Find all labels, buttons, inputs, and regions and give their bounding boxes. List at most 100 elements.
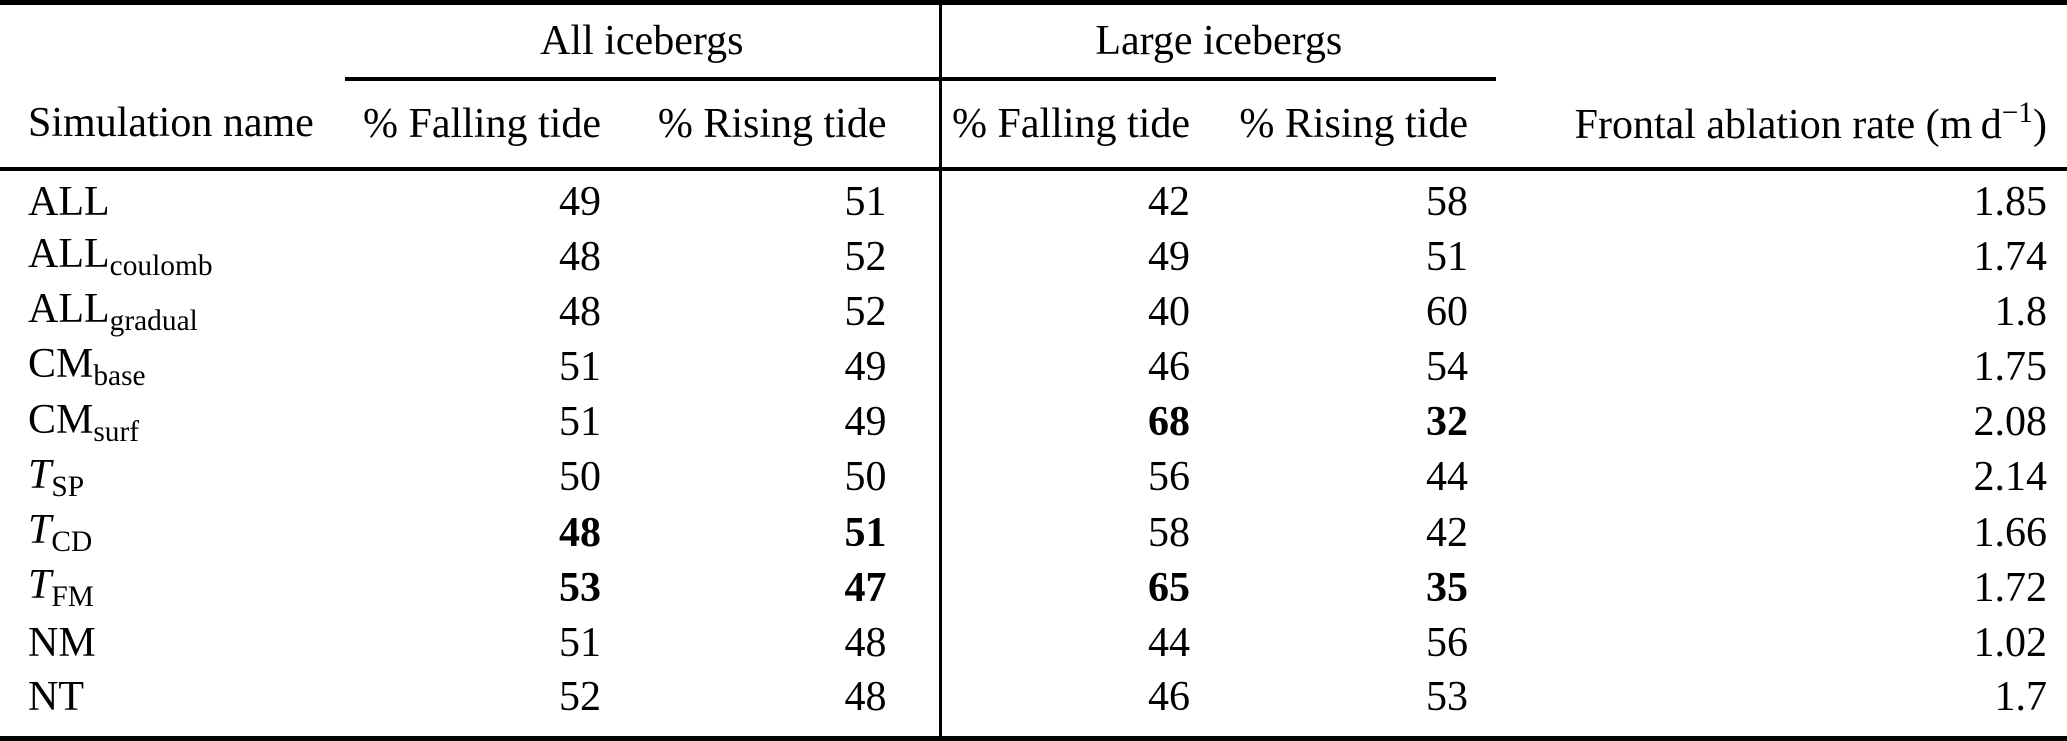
- all-falling-tide-cell: 51: [559, 399, 601, 446]
- simulation-name-cell: ALL: [0, 169, 345, 229]
- large-rising-tide-cell: 58: [1426, 179, 1468, 225]
- frontal-ablation-rate-cell: 2.08: [1973, 399, 2048, 446]
- frontal-ablation-rate-cell: 1.02: [1973, 619, 2048, 666]
- all-rising-tide-cell: 51: [844, 179, 887, 225]
- column-header-large-rising-tide: % Rising tide: [1210, 79, 1496, 171]
- frontal-ablation-rate-cell: 1.66: [1973, 509, 2048, 556]
- frontal-ablation-rate-cell: 1.75: [1973, 344, 2048, 391]
- all-falling-tide-cell: 48: [559, 509, 601, 556]
- simulation-name-cell: ALLgradual: [0, 284, 345, 339]
- table-row: TSP 50 50 56 44 2.14: [0, 449, 2067, 506]
- large-falling-tide-cell: 40: [938, 284, 1210, 340]
- frontal-ablation-header-exponent: −1: [2001, 96, 2033, 129]
- all-rising-tide-cell: 50: [844, 454, 887, 501]
- all-rising-tide-cell: 47: [844, 564, 887, 611]
- table-header: All icebergs Large icebergs Simulation n…: [0, 2, 2067, 171]
- simulation-name-base: ALL: [28, 286, 110, 333]
- large-rising-tide-cell: 32: [1426, 399, 1468, 446]
- frontal-ablation-rate-cell: 1.8: [1994, 288, 2048, 335]
- group-header-all-icebergs: All icebergs: [345, 2, 940, 81]
- column-header-simulation-name: Simulation name: [0, 79, 345, 171]
- table-body: ALL 49 51 42 58 1.85 ALLcoulomb 48 52 49 51 1.74 ALL…: [0, 169, 2067, 739]
- simulation-name-base: ALL: [28, 179, 110, 225]
- large-falling-tide-cell: 42: [938, 169, 1210, 229]
- frontal-ablation-header-suffix: ): [2033, 102, 2047, 149]
- table-row: ALLcoulomb 48 52 49 51 1.74: [0, 229, 2067, 285]
- large-rising-tide-cell: 51: [1426, 233, 1468, 280]
- all-falling-tide-cell: 48: [559, 233, 601, 280]
- simulation-name-base: T: [28, 562, 52, 609]
- group-header-large-icebergs: Large icebergs: [938, 2, 1496, 81]
- simulation-name-base: T: [28, 451, 52, 498]
- simulation-name-cell: NT: [0, 670, 345, 739]
- frontal-ablation-rate-cell: 1.7: [1994, 673, 2048, 720]
- frontal-ablation-rate-cell: 2.14: [1973, 454, 2048, 501]
- large-falling-tide-cell: 44: [938, 615, 1210, 670]
- large-falling-tide-cell: 56: [938, 449, 1210, 506]
- simulation-name-cell: TCD: [0, 505, 345, 560]
- table-row: NT 52 48 46 53 1.7: [0, 669, 2067, 739]
- group-header-spacer: [1496, 3, 2067, 80]
- column-header-all-falling-tide: % Falling tide: [345, 79, 617, 171]
- simulation-name-subscript: gradual: [109, 305, 198, 338]
- simulation-name-cell: TSP: [0, 450, 345, 505]
- column-header-frontal-ablation-rate: Frontal ablation rate (m d−1): [1496, 79, 2067, 171]
- simulation-name-subscript: surf: [93, 415, 140, 448]
- large-falling-tide-cell: 46: [938, 669, 1210, 739]
- large-rising-tide-cell: 53: [1426, 673, 1468, 720]
- large-rising-tide-cell: 44: [1426, 454, 1468, 501]
- simulation-name-subscript: base: [93, 360, 146, 393]
- large-rising-tide-cell: 56: [1426, 619, 1468, 666]
- simulation-name-base: CM: [28, 341, 94, 388]
- large-rising-tide-cell: 60: [1426, 288, 1468, 335]
- all-falling-tide-cell: 49: [559, 179, 601, 225]
- group-header-spacer: [0, 3, 345, 80]
- all-falling-tide-cell: 51: [559, 344, 601, 391]
- group-header-row: All icebergs Large icebergs: [0, 2, 2067, 81]
- large-falling-tide-cell: 49: [938, 229, 1210, 285]
- simulation-name-base: NM: [28, 619, 96, 666]
- all-falling-tide-cell: 51: [559, 619, 601, 666]
- large-falling-tide-cell: 65: [938, 560, 1210, 616]
- frontal-ablation-header-text: Frontal ablation rate (m d: [1574, 102, 2002, 149]
- column-header-all-rising-tide: % Rising tide: [617, 79, 940, 171]
- large-rising-tide-cell: 42: [1426, 509, 1468, 556]
- simulation-name-base: NT: [28, 673, 84, 720]
- table-row: TCD 48 51 58 42 1.66: [0, 505, 2067, 561]
- all-falling-tide-cell: 53: [559, 564, 601, 611]
- table-row: TFM 53 47 65 35 1.72: [0, 560, 2067, 616]
- column-header-large-falling-tide: % Falling tide: [938, 79, 1210, 171]
- all-falling-tide-cell: 52: [559, 673, 601, 720]
- large-falling-tide-cell: 46: [938, 339, 1210, 395]
- simulation-name-cell: CMsurf: [0, 395, 345, 450]
- all-rising-tide-cell: 52: [844, 233, 887, 280]
- column-header-row: Simulation name % Falling tide % Rising …: [0, 79, 2067, 171]
- all-rising-tide-cell: 48: [844, 619, 887, 666]
- table-row: CMsurf 51 49 68 32 2.08: [0, 394, 2067, 450]
- table-row: NM 51 48 44 56 1.02: [0, 615, 2067, 670]
- simulation-name-base: CM: [28, 396, 94, 443]
- simulation-name-cell: CMbase: [0, 339, 345, 394]
- simulation-name-subscript: FM: [51, 581, 94, 614]
- simulation-name-cell: TFM: [0, 560, 345, 615]
- table-row: CMbase 51 49 46 54 1.75: [0, 339, 2067, 395]
- large-falling-tide-cell: 68: [938, 394, 1210, 450]
- all-rising-tide-cell: 49: [844, 344, 887, 391]
- simulation-name-subscript: coulomb: [109, 250, 213, 283]
- frontal-ablation-rate-cell: 1.85: [1973, 179, 2048, 225]
- large-falling-tide-cell: 58: [938, 505, 1210, 561]
- all-rising-tide-cell: 51: [844, 509, 887, 556]
- all-falling-tide-cell: 50: [559, 454, 601, 501]
- table-row: ALL 49 51 42 58 1.85: [0, 169, 2067, 229]
- simulation-name-cell: ALLcoulomb: [0, 229, 345, 284]
- large-rising-tide-cell: 54: [1426, 344, 1468, 391]
- frontal-ablation-rate-cell: 1.72: [1973, 564, 2048, 611]
- large-rising-tide-cell: 35: [1426, 564, 1468, 611]
- table-row: ALLgradual 48 52 40 60 1.8: [0, 284, 2067, 340]
- simulation-name-subscript: SP: [51, 471, 85, 504]
- all-falling-tide-cell: 48: [559, 288, 601, 335]
- all-rising-tide-cell: 48: [844, 673, 887, 720]
- all-rising-tide-cell: 49: [844, 399, 887, 446]
- simulation-name-base: ALL: [28, 231, 110, 277]
